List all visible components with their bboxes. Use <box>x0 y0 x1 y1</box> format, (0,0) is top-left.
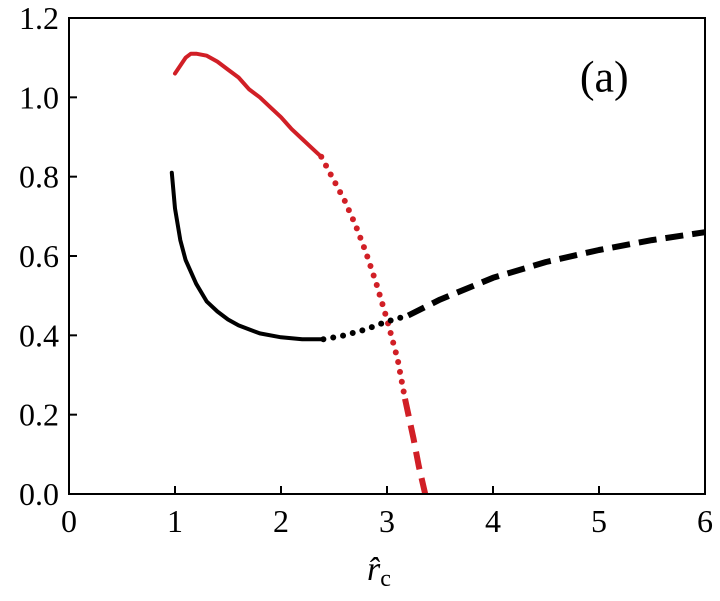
y-tick-label: 0.8 <box>19 159 59 195</box>
ticks-layer: 0 1 2 3 4 5 6 0.0 0.2 0.4 0.6 0.8 1.0 1.2 <box>19 0 713 539</box>
y-tick-label: 0.0 <box>19 476 59 512</box>
y-tick-label: 0.6 <box>19 238 59 274</box>
x-tick-label: 2 <box>273 503 289 539</box>
series-1-dotted-segment <box>318 153 408 402</box>
series-2-dashed-segment <box>406 229 706 319</box>
x-tick-label: 0 <box>61 503 77 539</box>
x-axis-title: r̂c <box>367 551 391 592</box>
x-tick-label: 4 <box>485 503 501 539</box>
y-tick-label: 0.2 <box>19 397 59 433</box>
x-tick-label: 5 <box>591 503 607 539</box>
y-tick-label: 1.0 <box>19 79 59 115</box>
x-tick-label: 6 <box>697 503 713 539</box>
x-tick-label: 1 <box>167 503 183 539</box>
x-tick-label: 3 <box>379 503 395 539</box>
series-layer <box>169 51 706 495</box>
y-tick-label: 0.4 <box>19 317 59 353</box>
x-axis-title-subscript: c <box>380 566 391 592</box>
x-axis-title-main: r̂ <box>367 551 381 588</box>
y-tick-label: 1.2 <box>19 0 59 36</box>
series-2-solid-segment <box>169 170 326 342</box>
series-1-dashed-segment <box>402 398 429 495</box>
panel-label: (a) <box>580 52 629 101</box>
series-1-solid-segment <box>173 51 324 159</box>
series-2-dotted-segment <box>320 312 412 343</box>
